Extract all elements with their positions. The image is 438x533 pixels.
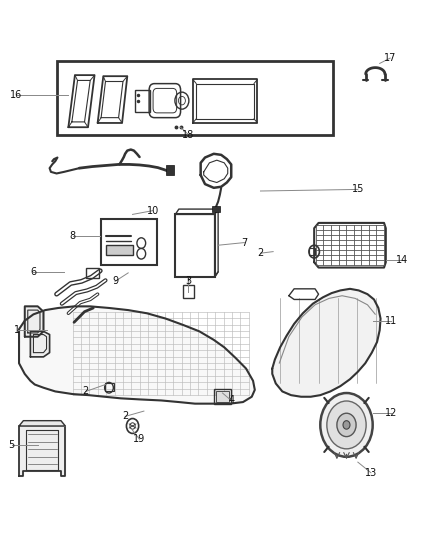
Text: 2: 2 — [83, 386, 89, 397]
Bar — [183, 285, 194, 298]
Bar — [106, 245, 133, 255]
Text: 18: 18 — [182, 130, 194, 140]
Text: 1: 1 — [14, 325, 20, 335]
Circle shape — [327, 401, 366, 449]
Bar — [57, 61, 332, 135]
Text: 4: 4 — [228, 395, 234, 406]
Bar — [166, 165, 173, 175]
Polygon shape — [272, 289, 381, 397]
Circle shape — [337, 413, 356, 437]
Text: 16: 16 — [10, 90, 22, 100]
Text: 19: 19 — [134, 434, 146, 445]
Text: 6: 6 — [30, 267, 36, 277]
Bar — [212, 206, 220, 212]
Text: 3: 3 — [185, 277, 191, 286]
Circle shape — [320, 393, 373, 457]
Bar — [214, 389, 231, 403]
Text: 17: 17 — [384, 53, 396, 63]
Text: 11: 11 — [385, 316, 398, 326]
Circle shape — [343, 421, 350, 429]
Text: 8: 8 — [70, 231, 76, 241]
Text: 5: 5 — [8, 440, 15, 450]
Text: 12: 12 — [385, 408, 398, 418]
Bar — [135, 90, 150, 112]
Polygon shape — [19, 421, 65, 426]
Polygon shape — [19, 306, 255, 403]
Polygon shape — [25, 306, 43, 337]
Text: 7: 7 — [241, 238, 247, 247]
Text: 2: 2 — [122, 411, 128, 422]
Text: 2: 2 — [258, 248, 264, 258]
Bar — [101, 219, 157, 265]
Bar — [215, 391, 230, 401]
Bar — [105, 383, 114, 391]
Text: 10: 10 — [146, 206, 159, 216]
Polygon shape — [19, 426, 65, 477]
Text: 9: 9 — [112, 277, 118, 286]
Polygon shape — [30, 332, 49, 357]
Bar — [175, 214, 215, 277]
Bar — [86, 268, 99, 278]
Text: 13: 13 — [365, 468, 377, 478]
Text: 15: 15 — [352, 184, 364, 195]
Text: 14: 14 — [396, 255, 409, 265]
Bar — [308, 248, 315, 255]
